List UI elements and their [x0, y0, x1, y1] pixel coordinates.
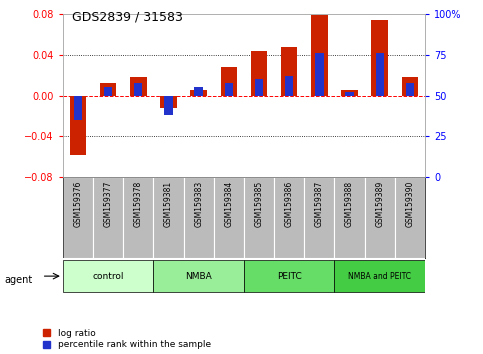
Text: GSM159385: GSM159385 [255, 181, 264, 227]
Text: GSM159390: GSM159390 [405, 181, 414, 228]
Text: control: control [92, 272, 124, 281]
Text: GSM159384: GSM159384 [224, 181, 233, 227]
Bar [184, 177, 213, 258]
Bar [315, 53, 324, 96]
Text: GSM159383: GSM159383 [194, 181, 203, 227]
Bar [154, 260, 244, 292]
Text: NMBA: NMBA [185, 272, 212, 281]
Text: GSM159387: GSM159387 [315, 181, 324, 227]
Bar [376, 53, 384, 96]
Bar [73, 96, 82, 120]
Text: GSM159378: GSM159378 [134, 181, 143, 227]
Text: NMBA and PEITC: NMBA and PEITC [348, 272, 411, 281]
Bar [334, 177, 365, 258]
Bar [395, 177, 425, 258]
Bar [123, 177, 154, 258]
Bar [221, 67, 237, 96]
Bar [285, 76, 293, 96]
Bar [274, 177, 304, 258]
Text: GSM159386: GSM159386 [284, 181, 294, 227]
Bar [244, 260, 334, 292]
Bar [63, 177, 93, 258]
Bar [130, 77, 146, 96]
Bar [134, 82, 142, 96]
Bar [190, 91, 207, 96]
Text: GSM159389: GSM159389 [375, 181, 384, 227]
Text: GSM159381: GSM159381 [164, 181, 173, 227]
Text: GSM159388: GSM159388 [345, 181, 354, 227]
Bar [345, 92, 354, 96]
Bar [160, 96, 177, 108]
Bar [406, 82, 414, 96]
Bar [93, 177, 123, 258]
Text: agent: agent [5, 275, 33, 285]
Bar [251, 51, 267, 96]
Bar [304, 177, 334, 258]
Text: GDS2839 / 31583: GDS2839 / 31583 [72, 11, 184, 24]
Bar [164, 96, 173, 115]
Bar [402, 77, 418, 96]
Bar [341, 91, 358, 96]
Bar [100, 84, 116, 96]
Bar [371, 20, 388, 96]
Text: PEITC: PEITC [277, 272, 301, 281]
Bar [255, 79, 263, 96]
Bar [281, 47, 298, 96]
Bar [70, 96, 86, 155]
Bar [311, 15, 327, 96]
Bar [244, 177, 274, 258]
Bar [63, 260, 154, 292]
Bar [194, 87, 203, 96]
Bar [104, 87, 112, 96]
Bar [365, 177, 395, 258]
Text: GSM159377: GSM159377 [103, 181, 113, 228]
Bar [334, 260, 425, 292]
Bar [154, 177, 184, 258]
Bar [213, 177, 244, 258]
Legend: log ratio, percentile rank within the sample: log ratio, percentile rank within the sa… [43, 329, 211, 349]
Bar [225, 82, 233, 96]
Text: GSM159376: GSM159376 [73, 181, 83, 228]
